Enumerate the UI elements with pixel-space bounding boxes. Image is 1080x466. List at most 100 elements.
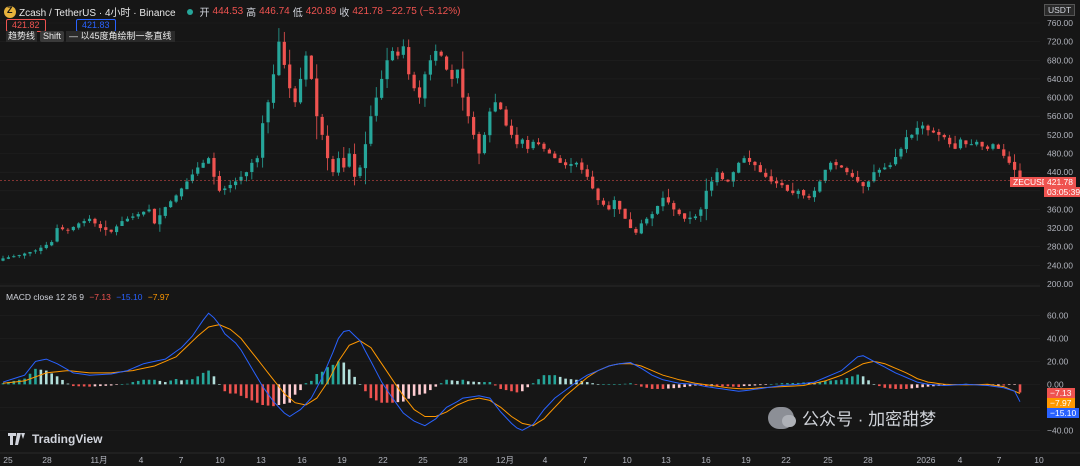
macd-hist-bar [456,380,459,385]
candle-body [60,227,65,230]
macd-hist-bar [526,384,530,388]
price-tick-label: 440.00 [1047,167,1073,177]
macd-hist-bar [201,372,205,385]
candle-body [87,218,92,222]
candle-body [401,46,405,55]
macd-hist-bar [715,384,719,387]
time-tick-label: 4 [543,455,548,465]
candle-body [466,96,470,117]
price-tick-label: 360.00 [1047,204,1073,214]
time-tick-label: 22 [378,455,388,465]
macd-hist-bar [807,382,811,385]
macd-hist-bar [439,383,443,385]
macd-hist-bar [813,383,816,385]
candle-body [444,56,449,70]
candle-body [720,172,725,180]
candle-body [1012,161,1017,170]
candle-body [985,146,990,149]
candle-body [563,162,568,166]
macd-hist-bar [704,384,708,387]
candle-body [493,102,497,112]
macd-hist-bar [337,361,340,385]
macd-hist-bar [791,383,795,385]
macd-hist-bar [466,381,470,385]
time-tick-label: 13 [256,455,266,465]
macd-hist-bar [163,382,167,385]
macd-hist-bar [331,364,335,385]
candle-body [190,174,194,181]
close-value: 421.78 [352,6,383,17]
candle-body [726,179,730,182]
time-tick-label: 7 [179,455,184,465]
candle-body [407,47,411,75]
candle-body [347,153,351,167]
candle-body [655,205,660,214]
candle-body [520,139,524,144]
macd-signal-value: −7.97 [147,292,170,302]
tool-name: 趋势线 [6,31,38,42]
macd-hist-bar [629,383,632,385]
macd-hist-bar [672,384,676,389]
macd-legend[interactable]: MACD close 12 26 9 −7.13 −15.10 −7.97 [6,292,169,302]
macd-hist-bar [1018,384,1022,393]
candle-body [645,218,649,224]
macd-hist-bar [72,384,75,387]
macd-hist-bar [818,382,822,385]
macd-hist-bar [726,384,730,387]
candle-body [569,163,573,166]
time-tick-label: 7 [583,455,588,465]
candle-body [591,176,595,189]
candle-body [699,209,703,216]
candle-body [104,227,108,230]
candle-body [693,216,698,219]
candle-body [910,134,914,138]
candle-body [212,157,216,177]
candle-body [115,226,119,233]
candle-body [607,205,611,210]
macd-hist-bar [1002,384,1006,386]
candle-body [33,250,38,252]
symbol-title[interactable]: Zcash / TetherUS · 4小时 · Binance [19,8,176,19]
zcash-logo-icon [4,5,16,18]
candle-body [234,181,238,186]
candle-body [683,213,687,219]
macd-hist-bar [1,383,5,385]
candle-body [136,214,140,217]
macd-hist-bar [548,375,551,385]
candle-body [472,117,476,135]
macd-tick-label: 40.00 [1047,333,1069,343]
macd-hist-bar [769,384,773,385]
candle-body [23,253,27,256]
macd-hist-bar [542,375,546,385]
high-label: 高 [246,8,257,19]
candle-body [509,125,514,135]
candle-body [244,172,249,177]
macd-hist-bar [899,384,903,389]
candle-body [461,68,465,98]
candle-body [293,88,297,103]
candle-body [28,251,32,254]
time-tick-label: 22 [781,455,791,465]
low-label: 低 [292,8,303,19]
macd-hist-bar [255,384,259,403]
candle-body [580,162,584,170]
macd-hist-bar [17,379,21,385]
macd-hist-bar [515,384,519,393]
time-tick-label: 13 [661,455,671,465]
macd-hist-bar [521,384,524,392]
macd-hist-bar [558,376,562,385]
macd-hist-bar [120,384,124,385]
candle-body [747,157,752,162]
candle-body [542,143,546,149]
macd-hist-bar [104,384,108,386]
macd-hist-bar [239,384,243,396]
macd-hist-bar [493,384,497,386]
price-tick-label: 320.00 [1047,223,1073,233]
candle-body [639,223,643,234]
candle-body [44,244,48,249]
currency-button[interactable]: USDT [1044,4,1076,16]
macd-hist-bar [591,383,594,385]
candle-body [737,162,741,173]
tradingview-logo[interactable]: TradingView [8,432,102,446]
